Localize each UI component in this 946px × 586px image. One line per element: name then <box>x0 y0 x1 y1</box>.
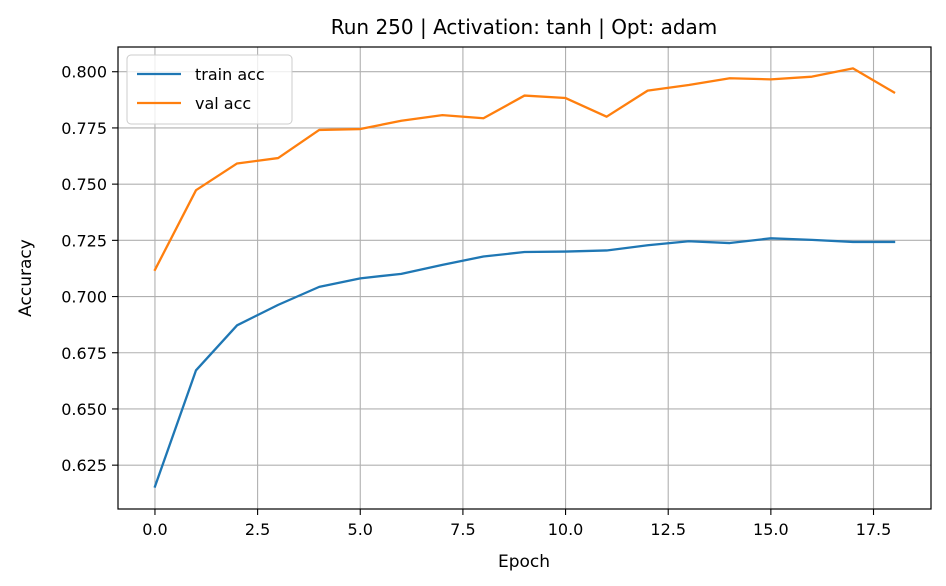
x-tick-label: 15.0 <box>753 520 789 539</box>
legend-box <box>126 54 293 125</box>
y-tick-label: 0.800 <box>61 63 107 82</box>
y-tick-label: 0.650 <box>61 400 107 419</box>
x-tick-label: 12.5 <box>650 520 686 539</box>
chart-title: Run 250 | Activation: tanh | Opt: adam <box>331 15 718 39</box>
x-tick-label: 0.0 <box>142 520 167 539</box>
y-axis-label: Accuracy <box>16 239 36 317</box>
x-axis-label: Epoch <box>498 552 550 572</box>
legend-label-val-acc: val acc <box>195 94 251 113</box>
y-tick-label: 0.750 <box>61 175 107 194</box>
x-tick-label: 10.0 <box>548 520 584 539</box>
x-tick-label: 2.5 <box>245 520 270 539</box>
x-tick-label: 7.5 <box>450 520 475 539</box>
x-axis-ticks: 0.0 2.5 5.0 7.5 10.0 12.5 15.0 17.5 <box>142 509 891 539</box>
plot-frame <box>117 46 932 510</box>
y-tick-label: 0.675 <box>61 344 107 363</box>
y-tick-label: 0.700 <box>61 288 107 307</box>
legend: train acc val acc <box>126 54 293 125</box>
series-lines <box>153 67 896 488</box>
x-tick-label: 5.0 <box>348 520 373 539</box>
y-tick-label: 0.725 <box>61 231 107 250</box>
y-tick-label: 0.775 <box>61 119 107 138</box>
y-axis-ticks: 0.625 0.650 0.675 0.700 0.725 0.750 0.775 0.800 <box>61 63 118 475</box>
legend-label-train-acc: train acc <box>195 65 265 84</box>
x-tick-label: 17.5 <box>856 520 892 539</box>
y-tick-label: 0.625 <box>61 456 107 475</box>
